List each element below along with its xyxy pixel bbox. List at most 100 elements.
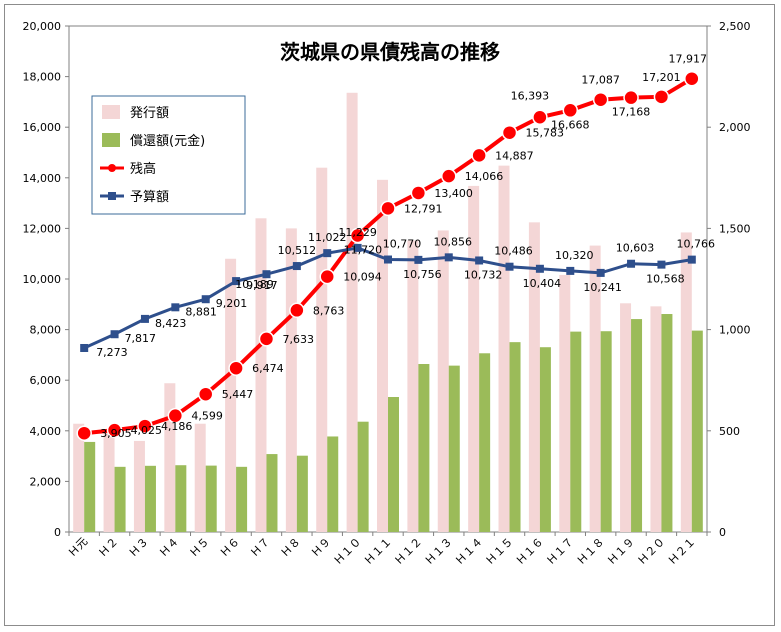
budget-point — [323, 249, 332, 258]
balance-point — [380, 200, 396, 217]
right-tick-label: 1,500 — [719, 222, 751, 235]
budget-point — [292, 262, 301, 271]
bar-redemption — [144, 465, 156, 532]
budget-point — [353, 243, 362, 252]
budget-data-label: 10,241 — [583, 281, 622, 294]
bars — [73, 92, 703, 533]
legend-label: 償還額(元金) — [130, 133, 205, 149]
budget-point — [262, 270, 271, 279]
balance-point — [106, 422, 123, 438]
balance-data-label: 6,474 — [252, 362, 284, 375]
left-tick-label: 14,000 — [23, 172, 62, 185]
balance-data-label: 14,066 — [465, 170, 504, 183]
bar-issued — [468, 185, 480, 532]
bar-issued — [680, 232, 692, 532]
x-tick-label: Ｈ８ — [278, 535, 303, 560]
legend-marker — [108, 192, 116, 200]
bar-issued — [346, 92, 358, 533]
right-tick-label: 2,000 — [719, 121, 751, 134]
budget-data-label: 7,817 — [125, 332, 157, 345]
x-tick-label: Ｈ１４ — [453, 535, 486, 568]
budget-data-label: 10,732 — [464, 268, 503, 281]
x-tick-label: Ｈ１９ — [605, 535, 638, 568]
balance-point — [258, 331, 275, 347]
balance-data-label: 17,168 — [612, 106, 651, 119]
legend-swatch — [102, 105, 120, 119]
left-tick-label: 2,000 — [30, 475, 62, 488]
bar-redemption — [631, 319, 643, 532]
bar-redemption — [418, 364, 430, 532]
bar-redemption — [114, 466, 126, 532]
left-tick-label: 6,000 — [30, 374, 62, 387]
bar-issued — [407, 240, 419, 532]
budget-point — [627, 259, 636, 268]
legend-label: 発行額 — [130, 106, 169, 121]
right-tick-label: 0 — [719, 526, 726, 539]
bar-redemption — [661, 314, 673, 532]
x-tick-label: Ｈ１７ — [544, 535, 577, 568]
balance-point — [501, 124, 518, 141]
bar-issued — [559, 274, 571, 532]
bar-issued — [498, 165, 510, 532]
balance-data-label: 14,887 — [495, 149, 533, 162]
x-tick-label: Ｈ元 — [66, 535, 91, 560]
right-tick-label: 1,000 — [719, 324, 751, 337]
budget-data-label: 10,603 — [616, 242, 655, 255]
balance-point — [653, 89, 670, 105]
balance-data-label: 15,783 — [526, 127, 565, 140]
balance-data-label: 7,633 — [282, 333, 314, 346]
x-tick-label: Ｈ３ — [126, 535, 151, 560]
balance-data-label: 5,447 — [222, 388, 254, 401]
budget-data-label: 11,022 — [308, 231, 347, 244]
left-tick-label: 12,000 — [23, 222, 62, 235]
bar-redemption — [570, 331, 582, 532]
balance-point — [228, 360, 244, 376]
x-tick-label: Ｈ２ — [96, 535, 121, 560]
budget-point — [535, 264, 544, 273]
x-tick-label: Ｈ４ — [157, 535, 182, 560]
budget-point — [110, 330, 119, 339]
balance-point — [471, 147, 487, 164]
budget-point — [566, 266, 575, 275]
bar-redemption — [600, 331, 612, 532]
budget-data-label: 10,856 — [434, 235, 473, 248]
x-tick-label: Ｈ９ — [309, 535, 334, 560]
bar-redemption — [479, 353, 491, 532]
x-tick-label: Ｈ２１ — [665, 535, 698, 568]
x-tick-label: Ｈ２０ — [635, 535, 668, 568]
balance-point — [592, 91, 609, 108]
balance-data-label: 13,400 — [434, 187, 473, 200]
left-tick-label: 16,000 — [23, 121, 62, 134]
budget-point — [475, 256, 484, 265]
budget-point — [687, 255, 696, 264]
budget-data-label: 9,201 — [216, 297, 248, 310]
budget-point — [232, 277, 241, 286]
balance-data-label: 10,094 — [343, 271, 382, 284]
balance-data-label: 3,905 — [100, 427, 132, 440]
left-tick-label: 18,000 — [23, 71, 62, 84]
budget-data-label: 10,756 — [403, 268, 442, 281]
budget-point — [444, 253, 453, 262]
legend-label: 残高 — [130, 161, 156, 177]
x-tick-label: Ｈ７ — [248, 535, 273, 560]
balance-data-label: 17,201 — [642, 71, 681, 84]
budget-data-label: 8,881 — [185, 305, 217, 318]
balance-data-label: 16,393 — [511, 89, 550, 102]
bar-redemption — [691, 330, 703, 532]
budget-data-label: 9,917 — [246, 279, 278, 292]
budget-data-label: 8,423 — [155, 317, 187, 330]
budget-point — [505, 262, 514, 271]
balance-point — [137, 418, 153, 434]
budget-point — [657, 260, 666, 269]
budget-data-label: 10,189 — [235, 278, 274, 291]
x-tick-label: Ｈ１６ — [513, 535, 546, 568]
x-tick-label: Ｈ５ — [187, 535, 212, 560]
budget-data-label: 10,486 — [494, 245, 533, 258]
balance-point — [562, 102, 579, 119]
bar-redemption — [388, 396, 399, 532]
budget-data-label: 10,320 — [555, 249, 594, 262]
bar-redemption — [539, 347, 551, 532]
